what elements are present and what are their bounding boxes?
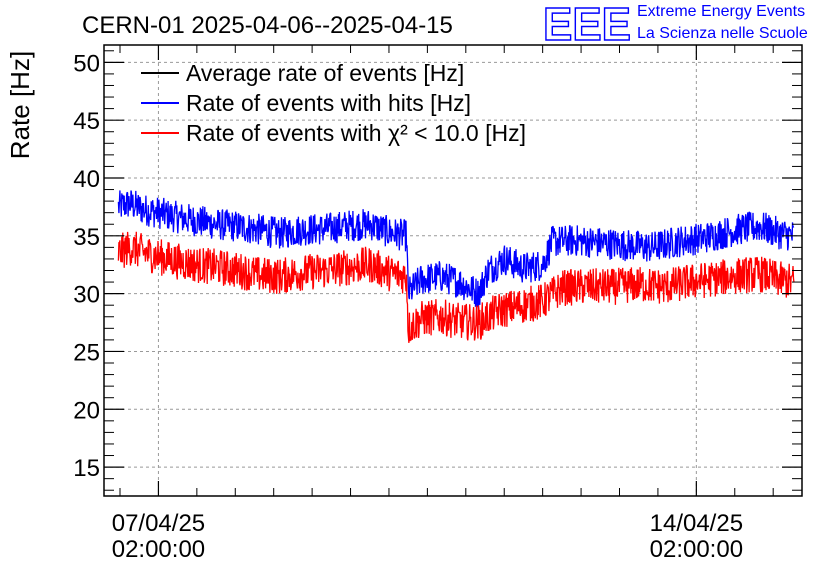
y-tick-label: 15 — [73, 455, 100, 482]
series-layer — [117, 190, 795, 343]
y-axis-label: Rate [Hz] — [5, 51, 35, 159]
y-tick-label: 40 — [73, 166, 100, 193]
legend-label-0: Average rate of events [Hz] — [186, 60, 464, 86]
y-tick-label: 35 — [73, 224, 100, 251]
y-tick-label: 30 — [73, 282, 100, 309]
x-tick-label-time: 02:00:00 — [112, 536, 205, 563]
series-line-1 — [117, 190, 795, 310]
y-tick-label: 45 — [73, 108, 100, 135]
y-tick-label: 20 — [73, 397, 100, 424]
y-tick-label: 50 — [73, 50, 100, 77]
grid — [104, 45, 802, 496]
logo-line-1: Extreme Energy Events — [637, 3, 806, 20]
x-tick-label-date: 07/04/25 — [112, 510, 205, 537]
series-line-2 — [117, 231, 795, 343]
legend: Average rate of events [Hz] Rate of event… — [141, 60, 526, 146]
x-tick-label-time: 02:00:00 — [650, 536, 743, 563]
legend-label-2: Rate of events with χ² < 10.0 [Hz] — [186, 120, 526, 146]
x-tick-label-date: 14/04/25 — [650, 510, 743, 537]
eee-logo-mark: EEE — [543, 0, 631, 50]
axes: 152025303540455007/04/2502:00:0014/04/25… — [73, 45, 802, 563]
legend-label-1: Rate of events with hits [Hz] — [186, 90, 471, 116]
logo-line-2: La Scienza nelle Scuole — [637, 25, 808, 42]
chart-title: CERN-01 2025-04-06--2025-04-15 — [82, 12, 453, 39]
y-tick-label: 25 — [73, 339, 100, 366]
